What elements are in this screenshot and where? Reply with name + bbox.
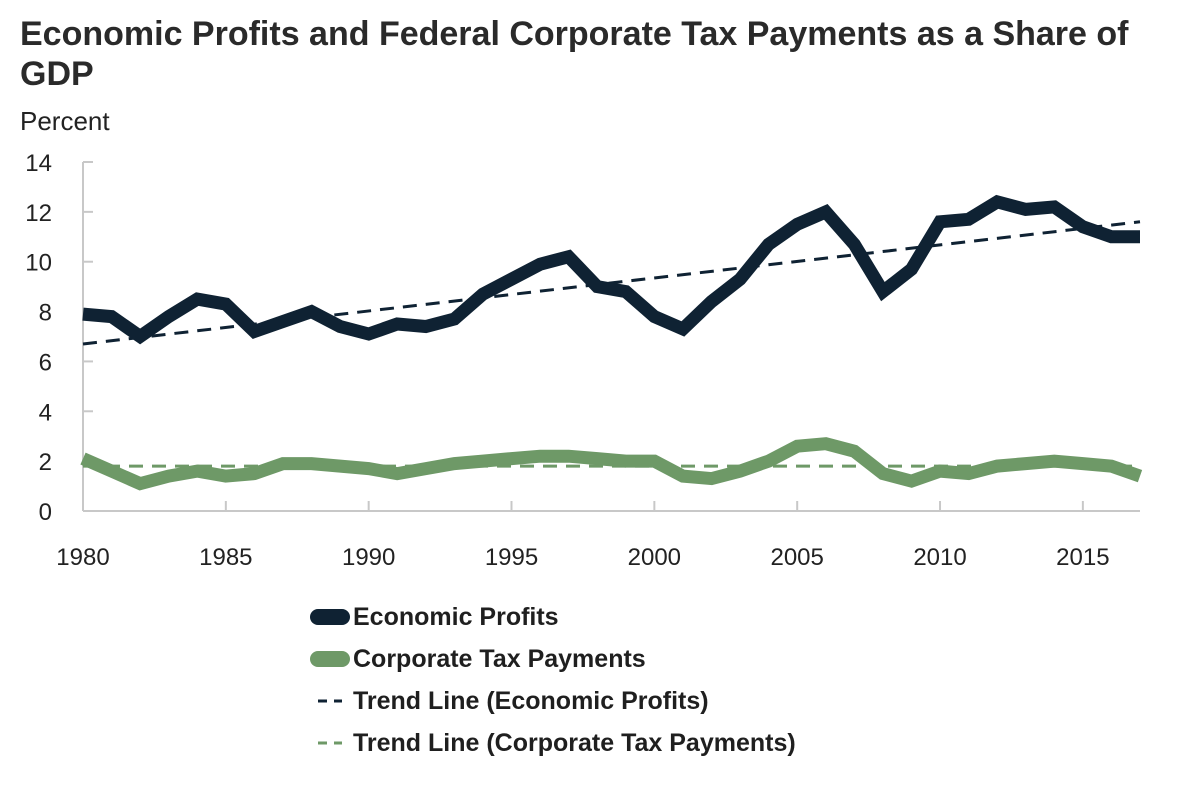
chart-title: Economic Profits and Federal Corporate T… xyxy=(20,15,1129,93)
y-tick-label: 10 xyxy=(25,250,52,277)
y-tick-label: 14 xyxy=(25,150,52,177)
x-tick-label: 1985 xyxy=(199,544,252,571)
x-tick-label: 1990 xyxy=(342,544,395,571)
x-tick-label: 1980 xyxy=(56,544,109,571)
legend-label: Corporate Tax Payments xyxy=(353,645,646,673)
legend-label: Economic Profits xyxy=(353,603,559,631)
x-tick-label: 2000 xyxy=(628,544,681,571)
legend-item: Trend Line (Corporate Tax Payments) xyxy=(318,729,796,757)
legend-item: Trend Line (Economic Profits) xyxy=(318,687,709,715)
legend-label: Trend Line (Corporate Tax Payments) xyxy=(353,729,796,757)
x-tick-label: 2015 xyxy=(1056,544,1109,571)
axes: 0 2 4 6 8 10 12 14 1980 1985 1990 1995 2000 2005 2010 2… xyxy=(25,150,1140,571)
legend-item: Corporate Tax Payments xyxy=(310,645,646,673)
legend: Economic Profits Corporate Tax Payments Tr… xyxy=(310,603,796,757)
x-tick-label: 2010 xyxy=(913,544,966,571)
y-tick-label: 12 xyxy=(25,200,52,227)
x-tick-label: 1995 xyxy=(485,544,538,571)
y-tick-label: 2 xyxy=(39,449,52,476)
y-tick-label: 8 xyxy=(39,300,52,327)
series-line-corporate-tax-payments xyxy=(80,437,1143,491)
series-layer xyxy=(80,194,1143,491)
y-axis-unit-label: Percent xyxy=(20,106,110,136)
legend-item: Economic Profits xyxy=(310,603,559,631)
x-tick-label: 2005 xyxy=(770,544,823,571)
y-tick-label: 0 xyxy=(39,499,52,526)
series-line-economic-profits xyxy=(82,194,1140,345)
y-tick-label: 4 xyxy=(39,399,52,426)
legend-label: Trend Line (Economic Profits) xyxy=(353,687,709,715)
y-tick-label: 6 xyxy=(39,349,52,376)
